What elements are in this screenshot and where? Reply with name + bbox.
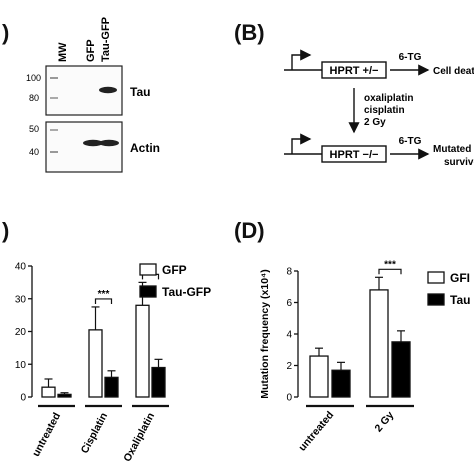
legend-label-tau-gfp: Tau-GFP (162, 285, 211, 299)
marker-40: 40 (29, 147, 39, 157)
actin-band-gfp (83, 139, 103, 147)
outcome-top: Cell deat (433, 66, 474, 77)
significance-label: *** (384, 259, 396, 270)
y-tick-label: 40 (15, 262, 27, 273)
y-tick-label: 0 (286, 393, 292, 404)
legend-swatch-gfp (139, 263, 157, 276)
bar-gfp (41, 386, 56, 398)
bar-tau-gfp (104, 376, 119, 398)
actin-band-tau-gfp (99, 139, 119, 147)
legend-swatch-tau (427, 293, 445, 306)
outcome-bottom-2: survive (444, 157, 474, 168)
bar-tau (391, 341, 411, 398)
promoter-arrow-top (291, 49, 312, 70)
y-tick-label: 10 (15, 360, 27, 371)
actin-label: Actin (130, 141, 160, 155)
tau-band (99, 86, 117, 94)
y-tick-label: 8 (286, 267, 292, 278)
category-label: Oxaliplatin (121, 411, 157, 464)
marker-50: 50 (29, 124, 39, 134)
category-label: untreated (296, 409, 336, 453)
western-blot: MW GFP Tau-GFP 100 80 Tau 50 40 Actin (26, 17, 160, 173)
bar-chart-d: 0 2 4 6 8 Mutation frequency (x10⁴) untreated 2… (259, 259, 470, 453)
legend-swatch-tau-gfp (139, 285, 157, 298)
y-tick-label: 0 (20, 393, 26, 404)
treatment-1: oxaliplatin (364, 93, 413, 104)
blot-box-actin (45, 121, 123, 173)
category-label: 2 Gy (372, 409, 396, 434)
panel-c-letter: ) (2, 218, 10, 243)
legend-label-tau: Tau (450, 293, 470, 307)
y-axis-label: Mutation frequency (x10⁴) (259, 269, 271, 398)
lane-label-mw: MW (57, 42, 69, 62)
significance-label: *** (98, 289, 110, 300)
bar-gfp (88, 329, 103, 398)
panel-b-letter: (B) (234, 20, 265, 45)
significance-bracket (94, 298, 113, 304)
y-tick-label: 4 (286, 330, 292, 341)
drug-label-top: 6-TG (399, 52, 422, 63)
bar-tau (331, 369, 351, 398)
y-tick-label: 20 (15, 327, 27, 338)
bar-gfi (369, 289, 389, 398)
legend-label-gfp: GFP (162, 263, 187, 277)
y-tick-label: 2 (286, 361, 292, 372)
bar-gfp (135, 304, 150, 398)
promoter-arrow-bottom (291, 133, 312, 154)
legend-label-gfi: GFI (450, 271, 470, 285)
tau-label: Tau (130, 85, 150, 99)
outcome-bottom-1: Mutated (433, 144, 471, 155)
hprt-label-bottom: HPRT −/− (330, 149, 379, 161)
marker-100: 100 (26, 73, 41, 83)
significance-bracket (378, 268, 402, 275)
lane-label-tau-gfp: Tau-GFP (100, 17, 112, 62)
y-tick-label: 30 (15, 294, 27, 305)
y-tick-label: 6 (286, 298, 292, 309)
panel-d-letter: (D) (234, 218, 265, 243)
category-label: untreated (30, 411, 63, 459)
panel-a-letter: ) (2, 20, 10, 45)
treatment-2: cisplatin (364, 105, 405, 116)
hprt-scheme: HPRT +/− 6-TG Cell deat oxaliplatin cisp… (284, 49, 474, 168)
category-label: Cisplatin (79, 411, 110, 456)
hprt-box-bottom (321, 145, 387, 163)
bar-chart-c: 0 10 20 30 40 untreated Cisplatin *** Oxaliplati… (15, 262, 211, 464)
hprt-label-top: HPRT +/− (330, 65, 379, 77)
bar-tau-gfp (151, 366, 166, 398)
lane-label-gfp: GFP (85, 39, 97, 62)
bar-gfi (309, 355, 329, 398)
drug-label-bottom: 6-TG (399, 136, 422, 147)
hprt-box-top (321, 61, 387, 79)
legend-swatch-gfi (427, 271, 445, 284)
treatment-3: 2 Gy (364, 117, 386, 128)
marker-80: 80 (29, 93, 39, 103)
bar-tau-gfp (57, 393, 72, 398)
